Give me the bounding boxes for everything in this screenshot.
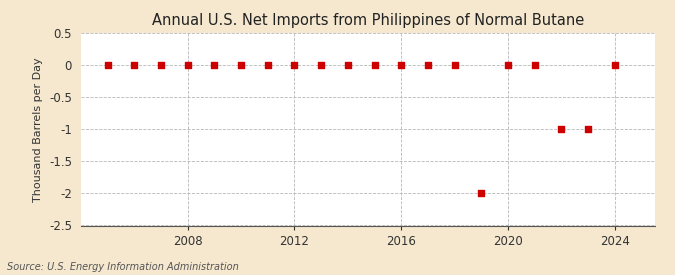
Point <box>342 63 353 67</box>
Point <box>289 63 300 67</box>
Text: Source: U.S. Energy Information Administration: Source: U.S. Energy Information Administ… <box>7 262 238 272</box>
Point <box>396 63 406 67</box>
Point <box>583 127 593 131</box>
Y-axis label: Thousand Barrels per Day: Thousand Barrels per Day <box>34 57 43 202</box>
Point <box>503 63 514 67</box>
Point <box>529 63 540 67</box>
Point <box>103 63 113 67</box>
Title: Annual U.S. Net Imports from Philippines of Normal Butane: Annual U.S. Net Imports from Philippines… <box>152 13 584 28</box>
Point <box>610 63 620 67</box>
Point <box>263 63 273 67</box>
Point <box>236 63 246 67</box>
Point <box>316 63 327 67</box>
Point <box>182 63 193 67</box>
Point <box>449 63 460 67</box>
Point <box>129 63 140 67</box>
Point <box>156 63 167 67</box>
Point <box>423 63 433 67</box>
Point <box>556 127 567 131</box>
Point <box>209 63 220 67</box>
Point <box>369 63 380 67</box>
Point <box>476 191 487 196</box>
